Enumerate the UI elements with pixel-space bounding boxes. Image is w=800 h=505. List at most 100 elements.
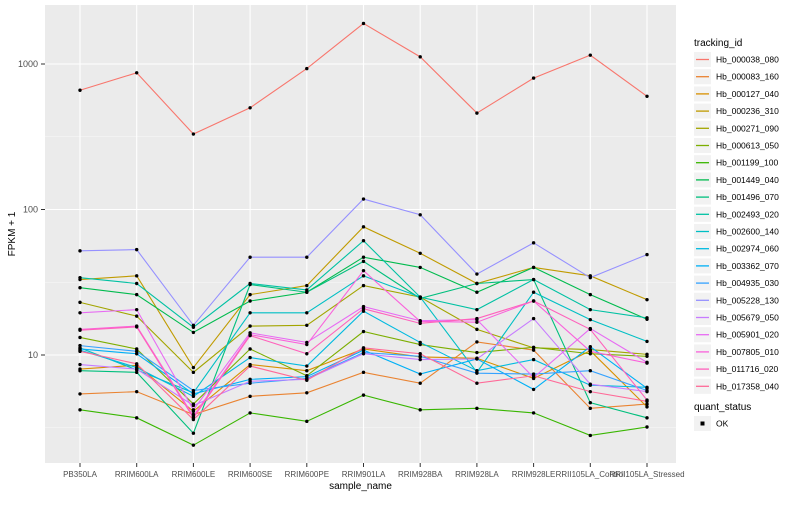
data-point (191, 408, 196, 412)
axis-title-x: sample_name (329, 481, 392, 492)
data-point (78, 249, 82, 253)
data-point (191, 392, 196, 396)
data-point (531, 387, 536, 392)
legend-label: Hb_000613_050 (716, 141, 779, 151)
data-point (191, 132, 196, 136)
legend-label: Hb_001199_100 (716, 158, 779, 168)
legend-label: Hb_000236_310 (716, 106, 779, 116)
data-point (588, 389, 592, 394)
data-point (78, 369, 82, 373)
data-point (418, 381, 422, 385)
data-point (361, 352, 366, 356)
data-point (531, 277, 536, 282)
data-point (305, 323, 309, 328)
data-point (191, 330, 196, 335)
data-point (475, 316, 479, 321)
y-tick-label: 10 (28, 350, 38, 360)
data-point (475, 327, 479, 332)
data-point (475, 381, 479, 385)
data-point (191, 388, 196, 393)
data-point (248, 394, 252, 399)
data-point (305, 364, 309, 368)
data-point (531, 299, 536, 303)
data-point (135, 389, 139, 394)
data-point (248, 355, 252, 360)
data-point (191, 431, 196, 435)
data-point (531, 265, 536, 270)
data-point (248, 299, 252, 303)
data-point (418, 352, 422, 356)
data-point (135, 349, 139, 354)
data-point (248, 324, 252, 328)
data-point (78, 286, 82, 290)
data-point (78, 349, 82, 354)
data-point (78, 362, 82, 367)
data-point (135, 314, 139, 318)
data-point (588, 433, 592, 438)
data-point (135, 370, 139, 375)
data-point (475, 111, 479, 115)
data-point (588, 401, 592, 405)
legend-label: Hb_002600_140 (716, 227, 779, 237)
data-point (645, 402, 649, 406)
y-tick-label: 1000 (18, 59, 38, 69)
data-point (305, 342, 309, 347)
data-point (248, 281, 252, 286)
data-point (531, 374, 536, 378)
data-point (361, 239, 366, 243)
data-point (361, 255, 366, 259)
data-point (191, 443, 196, 447)
data-point (645, 425, 649, 429)
data-point (248, 255, 252, 259)
data-point (588, 307, 592, 312)
data-point (361, 307, 366, 311)
data-point (645, 399, 649, 404)
x-tick-label: RRIM600LE (172, 470, 216, 479)
data-point (475, 406, 479, 411)
data-point (248, 411, 252, 415)
data-point (588, 369, 592, 373)
x-tick-label: RRII105LA_Control (556, 470, 626, 479)
data-point (78, 335, 82, 340)
data-point (418, 340, 422, 345)
data-point (418, 265, 422, 270)
x-tick-label: RRII105LA_Stressed (609, 470, 684, 479)
data-point (135, 274, 139, 278)
data-point (361, 346, 366, 350)
data-point (475, 357, 479, 361)
data-point (248, 347, 252, 351)
data-point (418, 55, 422, 59)
data-point (588, 345, 592, 349)
data-point (78, 347, 82, 351)
data-point (78, 408, 82, 412)
data-point (361, 225, 366, 229)
data-point (191, 417, 196, 422)
legend-label: Hb_000271_090 (716, 123, 779, 133)
legend-label: Hb_001496_070 (716, 192, 779, 202)
data-point (78, 343, 82, 348)
data-point (78, 88, 82, 92)
data-point (588, 327, 592, 332)
data-point (78, 300, 82, 305)
legend-label: Hb_003362_070 (716, 261, 779, 271)
legend-label: Hb_007805_010 (716, 347, 779, 357)
data-point (475, 307, 479, 312)
data-point (418, 213, 422, 217)
data-point (418, 295, 422, 299)
data-point (475, 369, 479, 373)
data-point (305, 311, 309, 315)
legend-label-quant: OK (716, 419, 729, 429)
data-point (418, 357, 422, 362)
data-point (531, 345, 536, 349)
legend-label: Hb_001449_040 (716, 175, 779, 185)
data-point (531, 357, 536, 362)
data-point (78, 392, 82, 396)
x-tick-label: RRIM928BA (398, 470, 443, 479)
x-tick-label: RRIM600SE (228, 470, 272, 479)
data-point (588, 292, 592, 297)
data-point (361, 283, 366, 288)
data-point (475, 340, 479, 344)
data-point (588, 275, 592, 280)
